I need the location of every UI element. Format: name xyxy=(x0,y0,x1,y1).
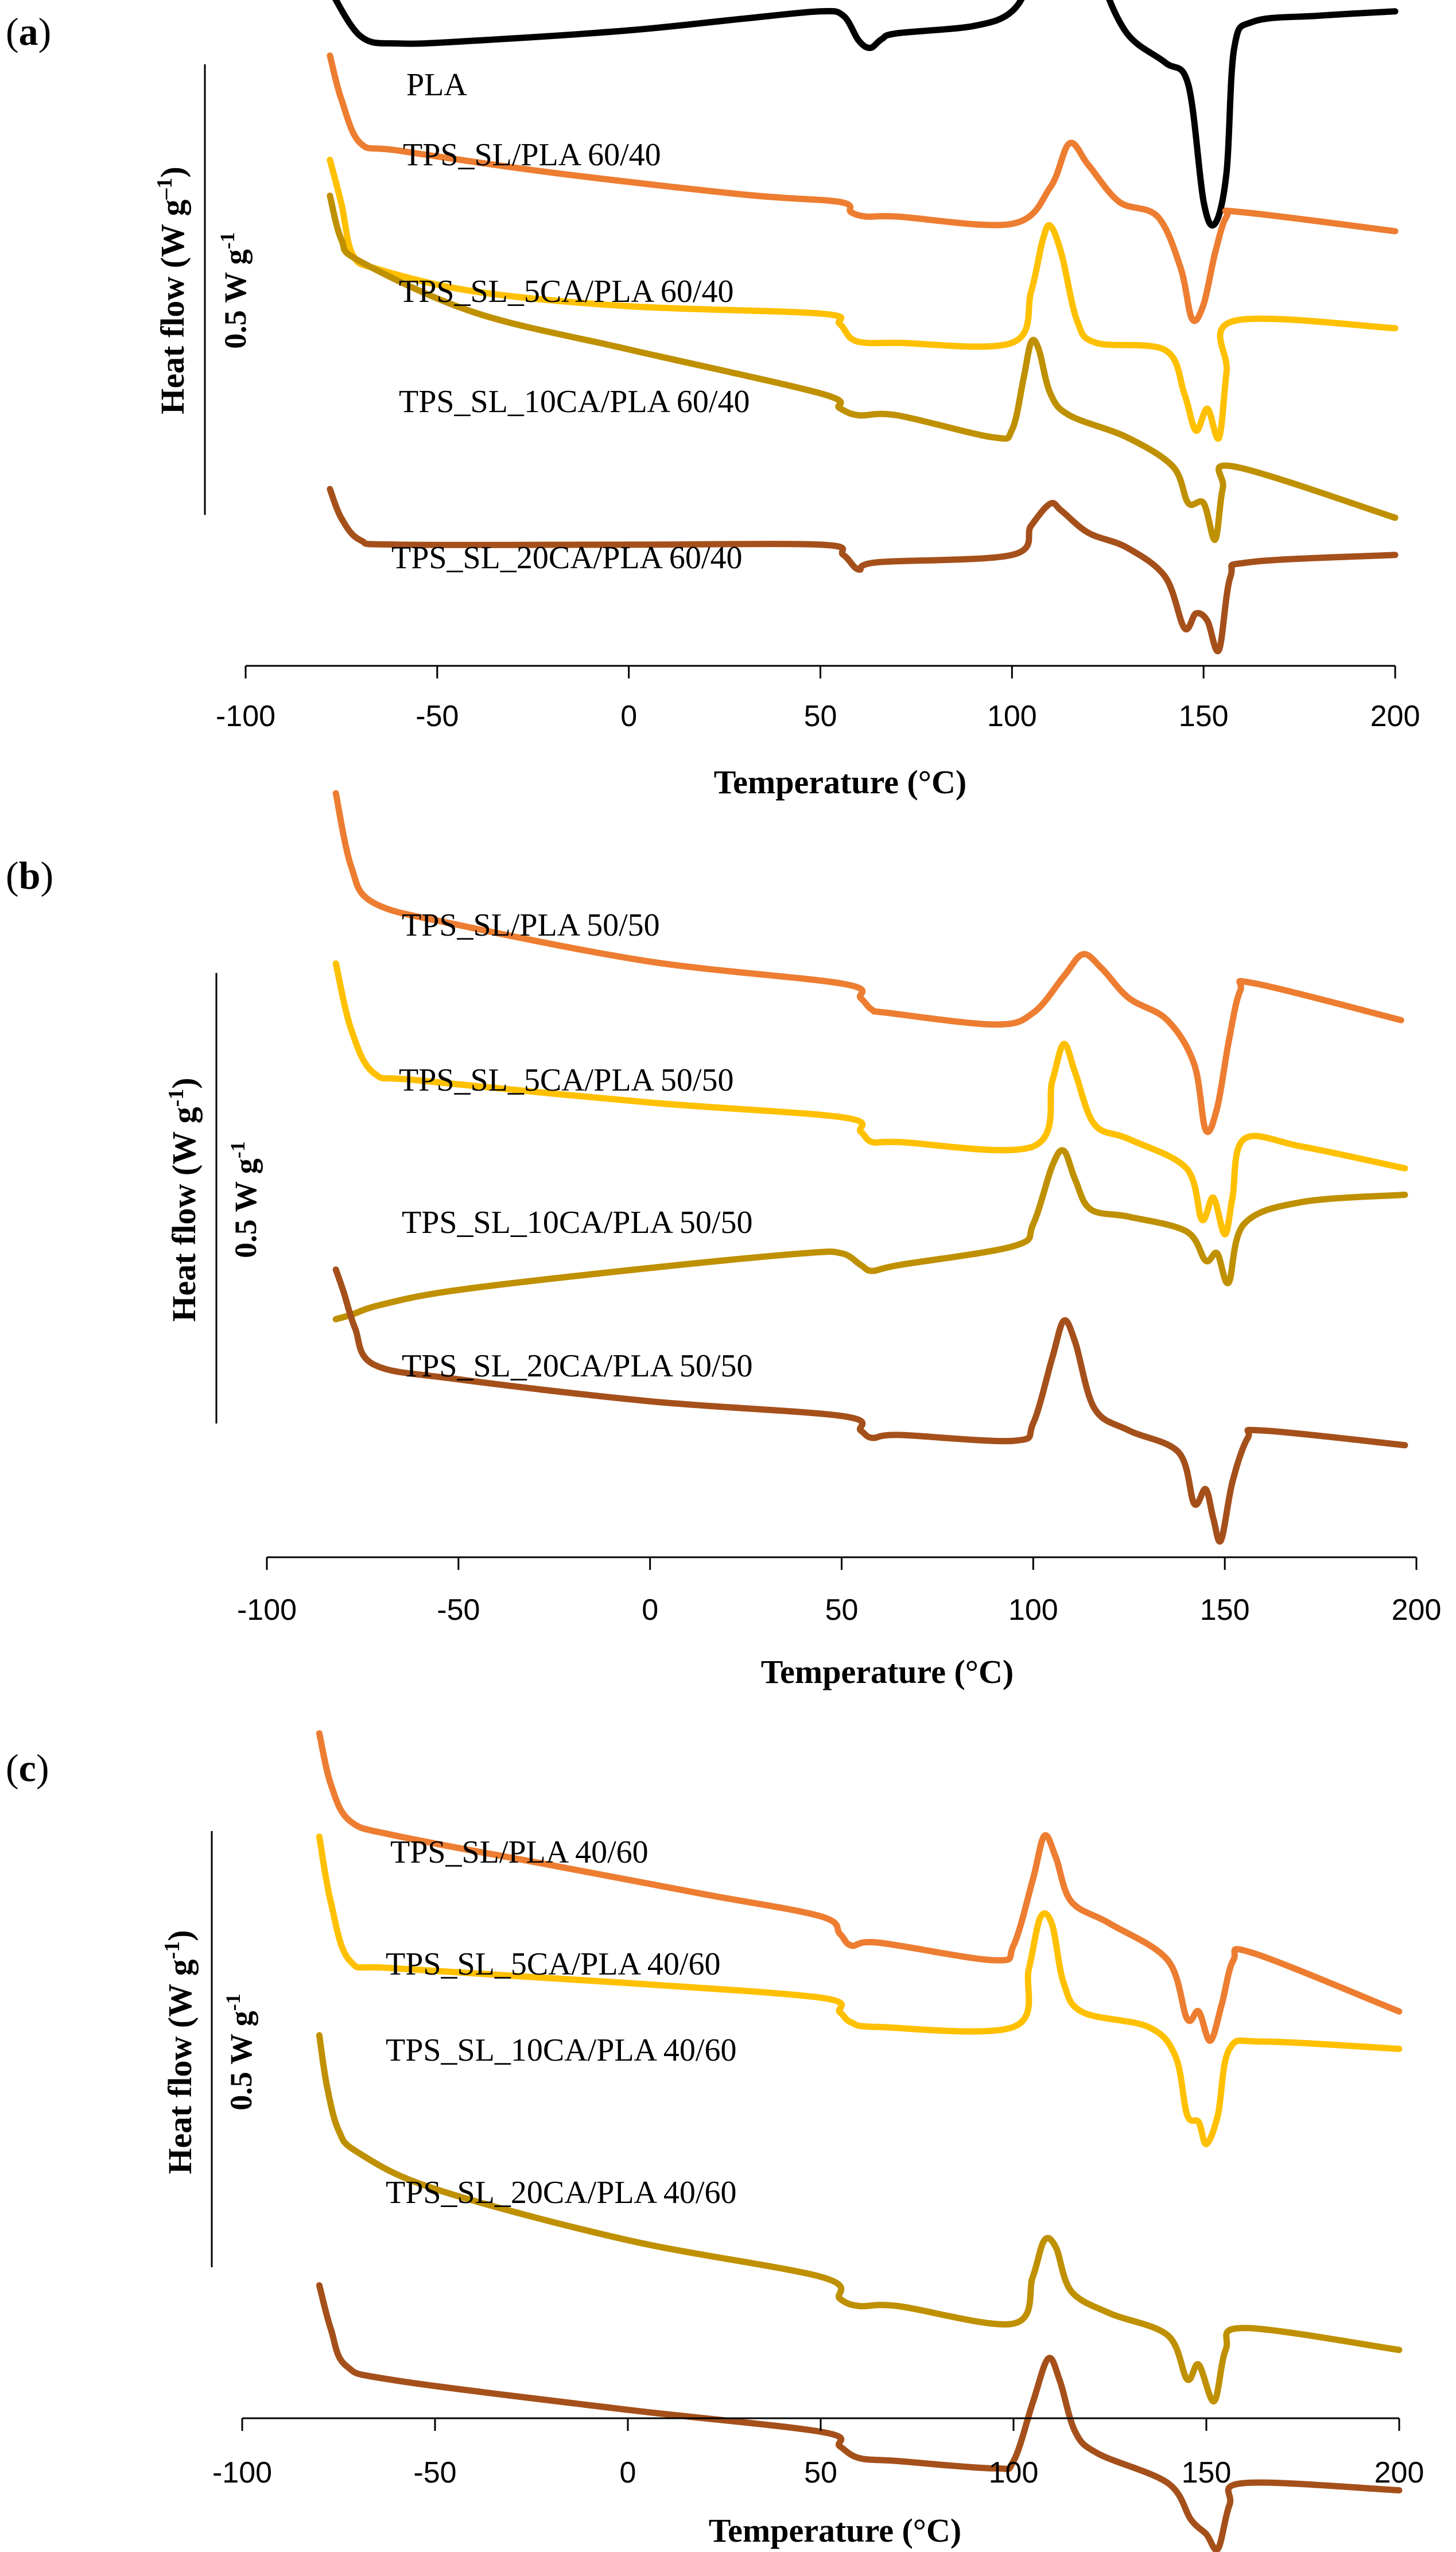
panel-a-x-ticks: -100 -50 0 50 100 150 200 xyxy=(216,666,1420,733)
series-label-c-5ca: TPS_SL_5CA/PLA 40/60 xyxy=(386,1946,720,1982)
panel-a-curves xyxy=(327,0,1399,654)
tick-label-a: 0 xyxy=(620,700,637,733)
panel-c-letter: (c) xyxy=(6,1746,49,1790)
curve-a-tps-sl xyxy=(327,52,1399,324)
panel-b-series-labels: TPS_SL/PLA 50/50 TPS_SL_5CA/PLA 50/50 TP… xyxy=(399,907,752,1384)
series-label-pla: PLA xyxy=(406,67,467,103)
panel-a-letter: (a) xyxy=(6,10,51,53)
series-label-a-5ca: TPS_SL_5CA/PLA 60/40 xyxy=(399,274,733,309)
series-label-b-5ca: TPS_SL_5CA/PLA 50/50 xyxy=(399,1062,733,1098)
tick-label-c: 150 xyxy=(1182,2456,1232,2489)
panel-a-series-labels: PLA TPS_SL/PLA 60/40 TPS_SL_5CA/PLA 60/4… xyxy=(391,67,750,576)
tick-label-c: -100 xyxy=(212,2456,272,2489)
tick-label-a: 50 xyxy=(804,700,837,733)
curve-c-tps-sl xyxy=(316,1730,1403,2044)
series-label-b-20ca: TPS_SL_20CA/PLA 50/50 xyxy=(402,1348,752,1384)
tick-label-b: 50 xyxy=(825,1593,859,1627)
series-label-a-tps-sl: TPS_SL/PLA 60/40 xyxy=(403,137,661,173)
series-label-c-20ca: TPS_SL_20CA/PLA 40/60 xyxy=(386,2175,736,2210)
panel-b: (b) Heat flow (W g-1) 0.5 W g-1 TPS_SL/P… xyxy=(6,790,1441,1690)
panel-b-ylabel: Heat flow (W g-1) xyxy=(164,1077,203,1321)
panel-c-series-labels: TPS_SL/PLA 40/60 TPS_SL_5CA/PLA 40/60 TP… xyxy=(386,1835,736,2210)
series-label-a-10ca: TPS_SL_10CA/PLA 60/40 xyxy=(399,384,750,420)
panel-a-ylabel: Heat flow (W g–1) xyxy=(153,166,191,414)
panel-c-scale-label: 0.5 W g-1 xyxy=(222,1993,258,2111)
panel-b-x-ticks: -100 -50 0 50 100 150 200 xyxy=(237,1557,1441,1627)
series-label-a-20ca: TPS_SL_20CA/PLA 60/40 xyxy=(391,540,742,576)
panel-c-curves xyxy=(316,1730,1403,2552)
curve-c-20ca xyxy=(316,2282,1403,2552)
panel-a-scale-label: 0.5 W g-1 xyxy=(216,232,253,349)
tick-label-b: 150 xyxy=(1200,1593,1250,1627)
curve-b-10ca xyxy=(332,1147,1408,1322)
tick-label-b: 0 xyxy=(642,1593,658,1627)
tick-label-a: 150 xyxy=(1179,700,1229,733)
curve-c-10ca xyxy=(316,2032,1403,2404)
panel-b-scale-label: 0.5 W g-1 xyxy=(226,1141,263,1258)
panel-a-xlabel: Temperature (°C) xyxy=(714,763,966,801)
curve-a-20ca xyxy=(327,486,1399,654)
tick-label-c: 0 xyxy=(620,2456,636,2489)
tick-label-a: 100 xyxy=(987,700,1037,733)
panel-b-xlabel: Temperature (°C) xyxy=(761,1653,1014,1690)
tick-label-b: 100 xyxy=(1008,1593,1058,1627)
series-label-b-10ca: TPS_SL_10CA/PLA 50/50 xyxy=(402,1205,752,1240)
tick-label-a: -50 xyxy=(416,700,459,733)
curve-a-pla xyxy=(332,0,1399,229)
panel-c: (c) Heat flow (W g-1) 0.5 W g-1 TPS_SL/P… xyxy=(6,1730,1424,2552)
tick-label-a: -100 xyxy=(216,700,275,733)
curve-b-20ca xyxy=(332,1266,1408,1545)
series-label-c-10ca: TPS_SL_10CA/PLA 40/60 xyxy=(386,2033,736,2068)
tick-label-a: 200 xyxy=(1370,700,1420,733)
panel-c-ylabel: Heat flow (W g-1) xyxy=(160,1930,199,2174)
series-label-c-tps-sl: TPS_SL/PLA 40/60 xyxy=(390,1835,649,1870)
panel-c-x-ticks: -100 -50 0 50 100 150 200 xyxy=(212,2418,1424,2489)
panel-c-xlabel: Temperature (°C) xyxy=(709,2512,961,2549)
curve-c-5ca xyxy=(316,1833,1403,2147)
panel-b-letter: (b) xyxy=(6,854,53,897)
panel-a: (a) Heat flow (W g–1) 0.5 W g-1 PLA TPS_… xyxy=(6,0,1420,801)
tick-label-c: 100 xyxy=(989,2456,1039,2489)
curve-b-5ca xyxy=(332,960,1408,1238)
tick-label-c: 200 xyxy=(1375,2456,1424,2489)
curve-a-5ca xyxy=(327,157,1399,442)
curve-b-tps-sl xyxy=(332,790,1404,1135)
tick-label-c: 50 xyxy=(804,2456,837,2489)
curve-a-10ca xyxy=(327,192,1399,543)
tick-label-b: -50 xyxy=(437,1593,480,1627)
tick-label-b: 200 xyxy=(1392,1593,1442,1627)
panel-b-curves xyxy=(332,790,1408,1545)
tick-label-c: -50 xyxy=(413,2456,456,2489)
tick-label-b: -100 xyxy=(237,1593,297,1627)
series-label-b-tps-sl: TPS_SL/PLA 50/50 xyxy=(402,907,660,943)
